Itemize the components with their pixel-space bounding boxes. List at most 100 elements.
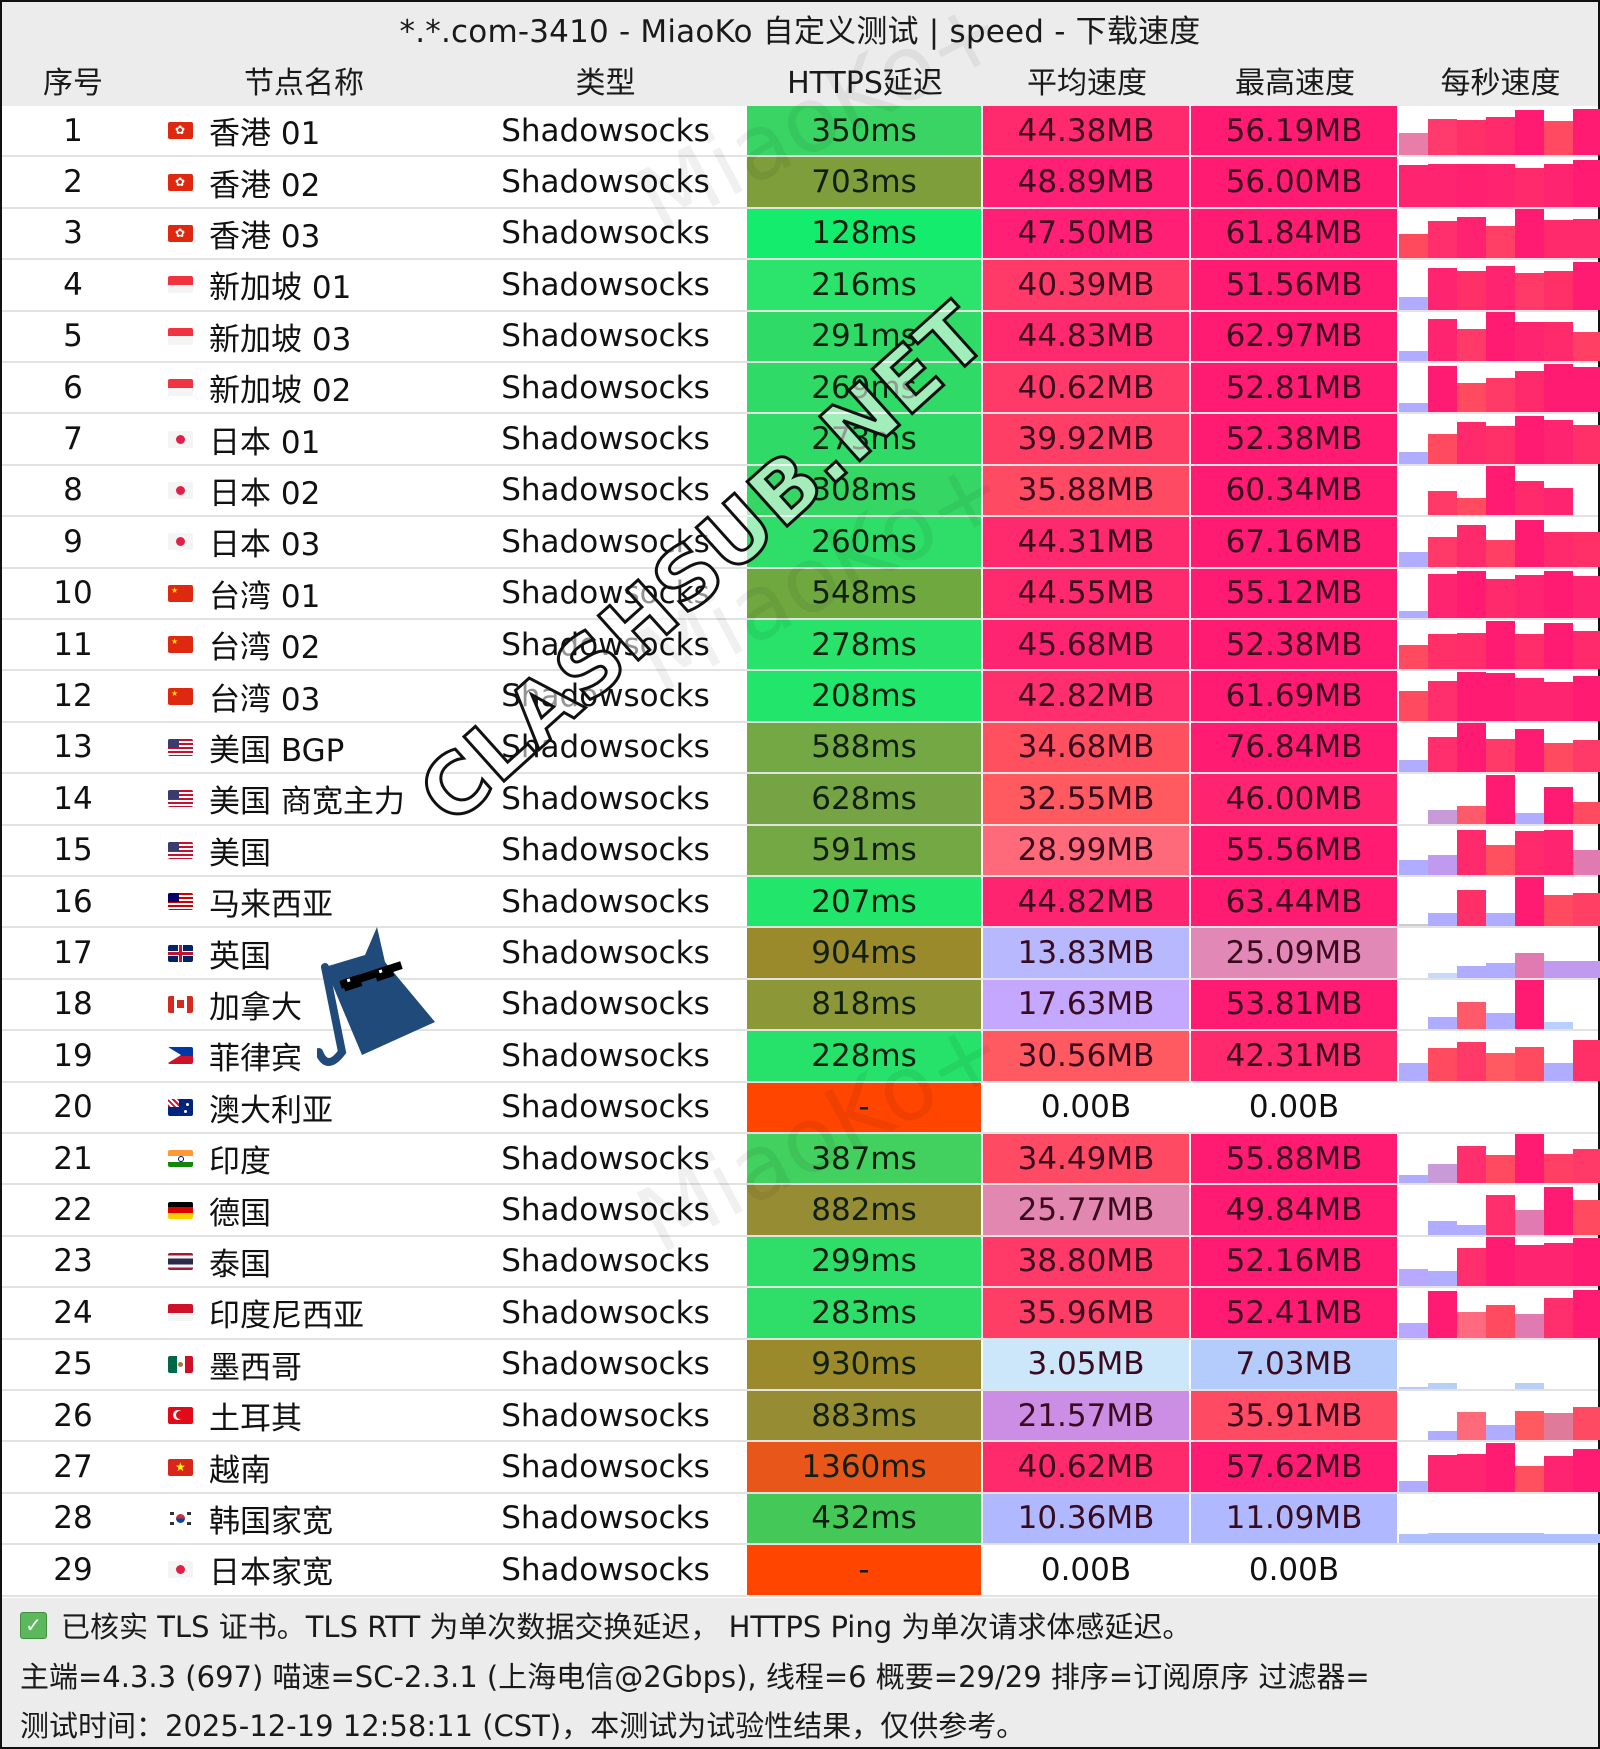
flag-ph-icon [168,1047,193,1065]
speed-bar [1486,1442,1515,1492]
flag-id-icon [168,1304,193,1322]
row-index: 14 [53,780,93,817]
node-name: 越南 [209,1452,271,1489]
node-name-cell: 墨西哥 [144,1340,464,1389]
row-index: 19 [53,1037,93,1074]
node-name: 印度尼西亚 [209,1298,364,1335]
speed-bar [1544,1243,1573,1287]
speed-bar [1399,1322,1428,1338]
node-name-cell: 美国 BGP [144,723,464,772]
speed-bar [1486,1533,1515,1544]
speed-bar [1457,829,1486,875]
node-name-cell: 新加坡 02 [144,363,464,412]
speed-bar [1515,633,1544,670]
speed-bar [1544,419,1573,464]
speed-bar [1428,118,1457,156]
max-speed-value: 53.81MB [1191,979,1397,1030]
node-name: 香港 01 [209,116,321,153]
node-name-cell: 印度 [144,1134,464,1183]
speed-bar [1428,1163,1457,1184]
speed-bar [1399,451,1428,464]
speed-bar [1486,466,1515,516]
table-row: 2 ✿ 香港 02 Shadowsocks 703ms 48.89MB 56.00MB [2,157,1600,209]
speed-bar [1399,691,1428,721]
row-divider [2,874,1598,877]
speed-bar [1428,573,1457,618]
avg-speed-value: 44.82MB [983,877,1189,927]
node-name: 香港 02 [209,167,321,204]
footer-test-time: 测试时间：2025-12-19 12:58:11 (CST)，本测试为试验性结果… [20,1709,1026,1743]
flag-hk-icon: ✿ [168,122,193,140]
max-speed-value: 11.09MB [1191,1493,1397,1544]
row-index: 7 [63,421,83,458]
speed-bar [1486,738,1515,773]
node-name-cell: 新加坡 01 [144,260,464,309]
node-type: Shadowsocks [501,523,710,560]
node-type: Shadowsocks [501,1089,710,1126]
https-ping-value: - [747,1545,981,1595]
flag-sg-icon [168,327,193,345]
per-second-speed-chart [1399,928,1600,978]
speed-bar [1457,889,1486,927]
speed-bar [1573,108,1600,156]
avg-speed-value: 47.50MB [983,208,1189,259]
node-type: Shadowsocks [501,729,710,766]
node-name-cell: 日本家宽 [144,1545,464,1594]
speed-bar [1544,364,1573,413]
table-row: 7 日本 01 Shadowsocks 273ms 39.92MB 52.38MB [2,414,1600,466]
speed-bar [1515,209,1544,259]
node-name-cell: 新加坡 03 [144,312,464,361]
row-divider [2,1286,1598,1289]
node-name: 加拿大 [209,989,302,1026]
speed-bar [1399,551,1428,567]
speed-bar [1573,631,1600,670]
node-type: Shadowsocks [501,164,710,201]
max-speed-value: 61.69MB [1191,671,1397,721]
per-second-speed-chart [1399,1545,1600,1594]
speed-bar [1428,1291,1457,1338]
node-name: 台湾 03 [209,681,321,718]
node-type: Shadowsocks [501,1500,710,1537]
flag-kr-icon [168,1509,193,1527]
speed-bar [1573,261,1600,310]
speed-bar [1428,434,1457,464]
row-index: 12 [53,678,93,715]
table-row: 24 印度尼西亚 Shadowsocks 283ms 35.96MB 52.41MB [2,1288,1600,1340]
speed-bar [1457,498,1486,516]
table-row: 12 ★ 台湾 03 Shadowsocks 208ms 42.82MB 61.69MB [2,671,1600,723]
per-second-speed-chart [1399,620,1600,670]
speed-bar [1515,1383,1544,1389]
speed-bar [1573,960,1600,978]
speed-bar [1457,1042,1486,1081]
table-row: 15 美国 Shadowsocks 591ms 28.99MB 55.56MB [2,825,1600,877]
per-second-speed-chart [1399,1340,1600,1389]
per-second-speed-chart [1399,414,1600,464]
avg-speed-value: 28.99MB [983,825,1189,875]
per-second-speed-chart [1399,260,1600,310]
speed-bar [1486,1155,1515,1184]
https-ping-value: 1360ms [747,1442,981,1492]
speed-bar [1399,1174,1428,1184]
row-index: 27 [53,1449,93,1486]
row-index: 29 [53,1551,93,1588]
speed-bar [1573,893,1600,927]
table-row: 16 马来西亚 Shadowsocks 207ms 44.82MB 63.44MB [2,877,1600,929]
max-speed-value: 55.12MB [1191,568,1397,618]
per-second-speed-chart [1399,569,1600,618]
table-row: 26 土耳其 Shadowsocks 883ms 21.57MB 35.91MB [2,1391,1600,1443]
node-name-cell: 日本 03 [144,517,464,566]
report-title-text: *.*.com-3410 - MiaoKo 自定义测试 | speed - 下载… [399,13,1201,50]
row-index: 15 [53,832,93,869]
per-second-speed-chart [1399,1237,1600,1287]
max-speed-value: 61.84MB [1191,208,1397,259]
table-row: 21 印度 Shadowsocks 387ms 34.49MB 55.88MB [2,1134,1600,1186]
max-speed-value: 7.03MB [1191,1339,1397,1389]
speed-bar [1515,1411,1544,1441]
avg-speed-value: 44.38MB [983,106,1189,156]
speed-bar [1515,1244,1544,1287]
node-type: Shadowsocks [501,215,710,252]
speed-bar [1515,1533,1544,1544]
max-speed-value: 67.16MB [1191,517,1397,567]
speed-bar [1486,578,1515,618]
